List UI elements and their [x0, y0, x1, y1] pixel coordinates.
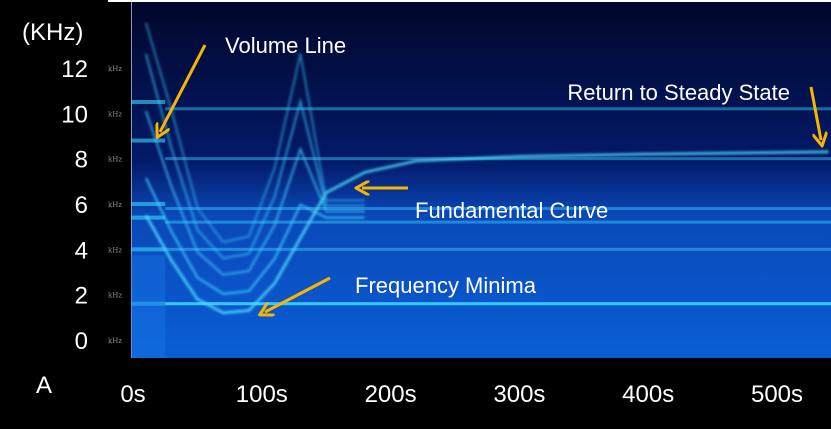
annotation-label: Return to Steady State	[567, 80, 790, 105]
y-minor-tick-label: kHz	[108, 65, 122, 73]
top-border	[108, 0, 831, 2]
y-minor-tick-label: kHz	[108, 156, 122, 164]
y-tick-label: 8	[75, 147, 88, 174]
x-tick-label: 0s	[120, 381, 145, 408]
steady-band	[165, 247, 831, 251]
harmonic-curve	[144, 110, 365, 276]
pre-onset-band	[131, 202, 166, 206]
spectrogram-plot-area	[131, 2, 831, 358]
y-tick-label: 2	[75, 283, 88, 310]
x-tick-label: 400s	[622, 381, 674, 408]
y-tick-label: 6	[75, 192, 88, 219]
harmonic-curve	[144, 22, 365, 244]
x-tick-label: 300s	[493, 381, 545, 408]
steady-band	[165, 220, 831, 224]
y-tick-label: 0	[75, 328, 88, 355]
fundamental-curve	[144, 150, 829, 315]
y-ticks: 0 kHz 2 kHz 4 kHz 6 kHz 8 kHz 10 kHz 12 kHz	[61, 56, 122, 355]
y-axis-label: (KHz)	[22, 19, 83, 46]
pre-onset-band	[131, 301, 166, 306]
pre-onset-band	[131, 138, 166, 143]
y-tick-label: 12	[61, 56, 88, 83]
y-tick-label: 4	[75, 237, 88, 264]
steady-band	[165, 302, 831, 306]
y-minor-tick-label: kHz	[108, 292, 122, 300]
pre-onset-volume	[131, 255, 166, 358]
steady-band	[165, 207, 831, 211]
annotation-arrow	[160, 44, 207, 132]
y-minor-tick-label: kHz	[108, 337, 122, 345]
y-tick-label: 10	[61, 101, 88, 128]
harmonic-curve	[144, 177, 365, 295]
x-tick-label: 500s	[751, 381, 803, 408]
x-tick-label: 100s	[236, 381, 288, 408]
frequency-bands	[131, 100, 831, 358]
annotation-label: Frequency Minima	[355, 273, 537, 298]
pre-onset-band	[131, 247, 166, 252]
panel-label: A	[36, 372, 52, 399]
steady-band	[165, 107, 831, 111]
y-axis-line	[131, 2, 132, 358]
y-minor-tick-label: kHz	[108, 246, 122, 254]
steady-band	[165, 157, 831, 161]
pre-onset-band	[131, 100, 166, 104]
annotation-arrow	[265, 276, 331, 312]
x-tick-label: 200s	[365, 381, 417, 408]
harmonic-curve	[144, 53, 365, 260]
annotation-label: Volume Line	[225, 33, 346, 58]
annotations: Volume Line Return to Steady State Fundame…	[160, 33, 821, 312]
annotation-label: Fundamental Curve	[415, 198, 608, 223]
y-minor-tick-label: kHz	[108, 201, 122, 209]
y-minor-tick-label: kHz	[108, 110, 122, 118]
annotation-arrow	[809, 86, 821, 140]
x-ticks: 0s 100s 200s 300s 400s 500s	[120, 381, 803, 408]
harmonic-curves	[144, 22, 829, 315]
